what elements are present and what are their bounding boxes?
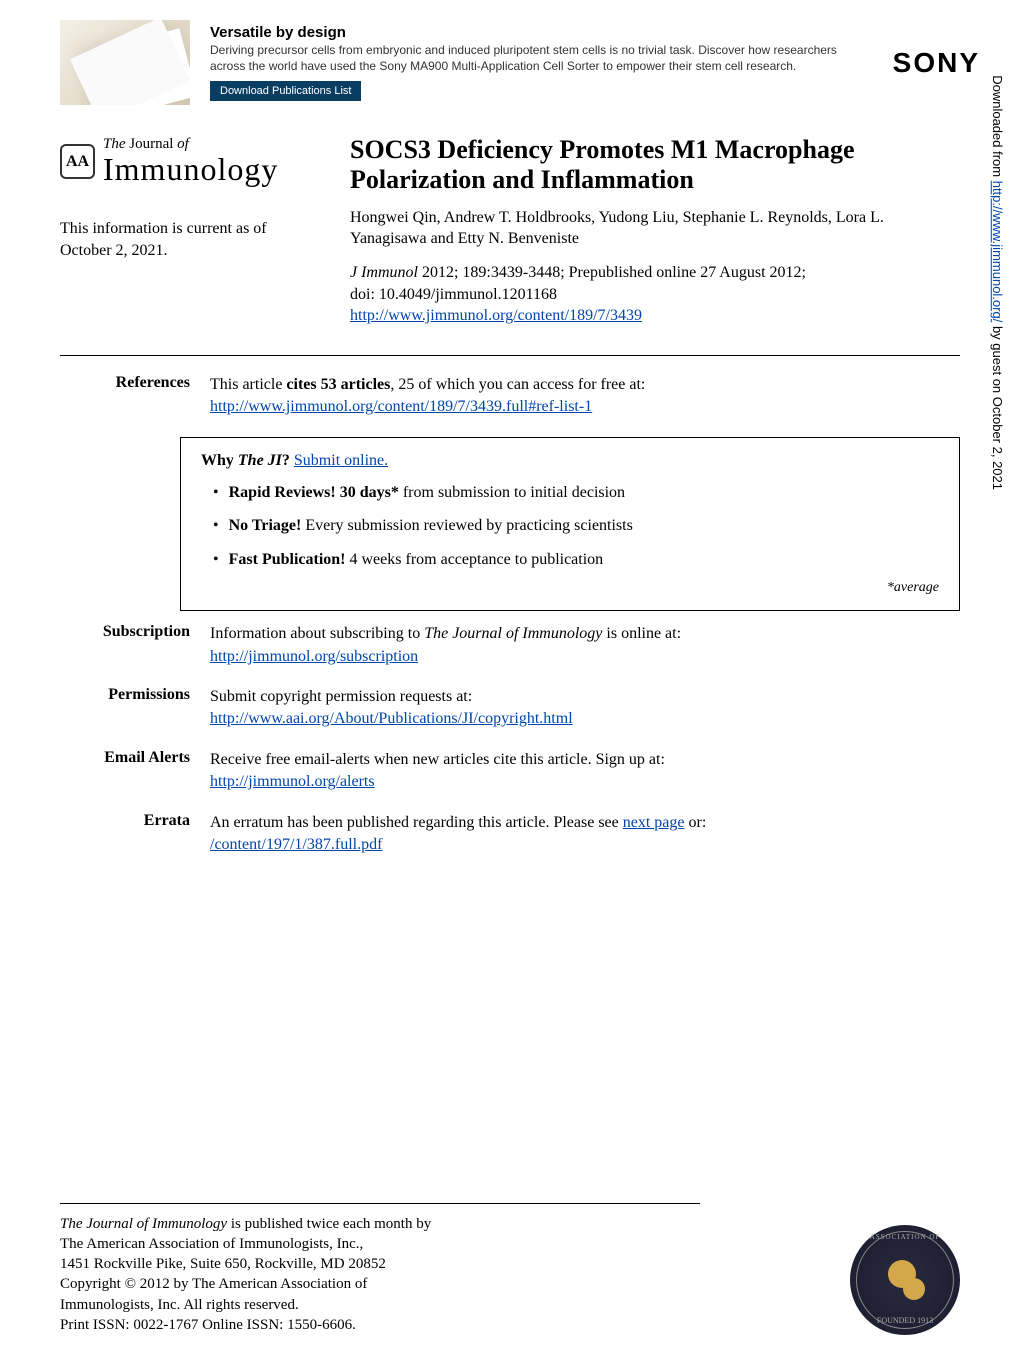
journal-shield-icon: AA	[60, 144, 95, 179]
citation-doi: doi: 10.4049/jimmunol.1201168	[350, 286, 557, 303]
permissions-content: Submit copyright permission requests at:…	[210, 686, 960, 731]
why-list: Rapid Reviews! 30 days* from submission …	[201, 480, 939, 573]
errata-next-page-link[interactable]: next page	[623, 814, 685, 831]
subscription-row: Subscription Information about subscribi…	[60, 623, 960, 668]
article-title: SOCS3 Deficiency Promotes M1 Macrophage …	[350, 135, 960, 195]
article-url-link[interactable]: http://www.jimmunol.org/content/189/7/34…	[350, 307, 642, 324]
ad-text-block: Versatile by design Deriving precursor c…	[190, 24, 893, 100]
permissions-label: Permissions	[60, 686, 210, 731]
citation-details: 2012; 189:3439-3448; Prepublished online…	[418, 264, 806, 281]
subscription-content: Information about subscribing to The Jou…	[210, 623, 960, 668]
why-title: Why The JI? Submit online.	[201, 452, 939, 470]
email-alerts-link[interactable]: http://jimmunol.org/alerts	[210, 773, 375, 790]
journal-prefix: The Journal of	[103, 136, 189, 152]
article-authors: Hongwei Qin, Andrew T. Holdbrooks, Yudon…	[350, 207, 960, 250]
why-item-2: No Triage! Every submission reviewed by …	[213, 513, 939, 539]
journal-mark: AA The Journal of Immunology	[60, 135, 278, 188]
ad-description: Deriving precursor cells from embryonic …	[210, 43, 873, 74]
sidebar-link[interactable]: http://www.jimmunol.org/	[990, 181, 1005, 323]
errata-url-link[interactable]: /content/197/1/387.full.pdf	[210, 836, 382, 853]
why-item-1: Rapid Reviews! 30 days* from submission …	[213, 480, 939, 506]
email-alerts-label: Email Alerts	[60, 749, 210, 794]
email-alerts-row: Email Alerts Receive free email-alerts w…	[60, 749, 960, 794]
ad-banner: Versatile by design Deriving precursor c…	[0, 0, 1020, 115]
footer-divider	[60, 1203, 700, 1204]
citation-journal: J Immunol	[350, 264, 418, 281]
subscription-label: Subscription	[60, 623, 210, 668]
errata-label: Errata	[60, 812, 210, 857]
submit-online-link[interactable]: Submit online.	[294, 452, 388, 469]
errata-content: An erratum has been published regarding …	[210, 812, 960, 857]
journal-logo: AA The Journal of Immunology This inform…	[60, 135, 320, 327]
article-citation: J Immunol 2012; 189:3439-3448; Prepublis…	[350, 262, 960, 327]
seal-bottom-text: FOUNDED 1913	[877, 1316, 933, 1325]
seal-cells-icon	[880, 1255, 930, 1305]
footer-text: The Journal of Immunology is published t…	[60, 1214, 700, 1336]
references-content: This article cites 53 articles, 25 of wh…	[210, 374, 960, 419]
download-publications-button[interactable]: Download Publications List	[210, 81, 361, 101]
email-alerts-content: Receive free email-alerts when new artic…	[210, 749, 960, 794]
info-sections: Subscription Information about subscribi…	[0, 623, 1020, 856]
references-label: References	[60, 374, 210, 419]
article-info: SOCS3 Deficiency Promotes M1 Macrophage …	[350, 135, 960, 327]
journal-header: AA The Journal of Immunology This inform…	[0, 115, 1020, 337]
references-link[interactable]: http://www.jimmunol.org/content/189/7/34…	[210, 398, 592, 415]
errata-row: Errata An erratum has been published reg…	[60, 812, 960, 857]
references-row: References This article cites 53 article…	[60, 374, 960, 419]
ad-title: Versatile by design	[210, 24, 873, 41]
aai-seal-icon: ASSOCIATION OF FOUNDED 1913	[850, 1225, 960, 1335]
download-sidebar: Downloaded from http://www.jimmunol.org/…	[990, 75, 1005, 490]
why-ji-box: Why The JI? Submit online. Rapid Reviews…	[180, 437, 960, 612]
current-as-of: This information is current as of Octobe…	[60, 218, 320, 261]
journal-name: Immunology	[103, 151, 278, 188]
footer-text-block: The Journal of Immunology is published t…	[60, 1203, 700, 1336]
divider	[60, 355, 960, 356]
permissions-row: Permissions Submit copyright permission …	[60, 686, 960, 731]
average-note: *average	[201, 580, 939, 596]
sony-logo: SONY	[893, 47, 980, 79]
why-item-3: Fast Publication! 4 weeks from acceptanc…	[213, 547, 939, 573]
references-section: References This article cites 53 article…	[0, 374, 1020, 419]
seal-top-text: ASSOCIATION OF	[870, 1233, 941, 1241]
permissions-link[interactable]: http://www.aai.org/About/Publications/JI…	[210, 710, 573, 727]
footer: The Journal of Immunology is published t…	[60, 1203, 960, 1336]
ad-image	[60, 20, 190, 105]
subscription-link[interactable]: http://jimmunol.org/subscription	[210, 648, 418, 665]
